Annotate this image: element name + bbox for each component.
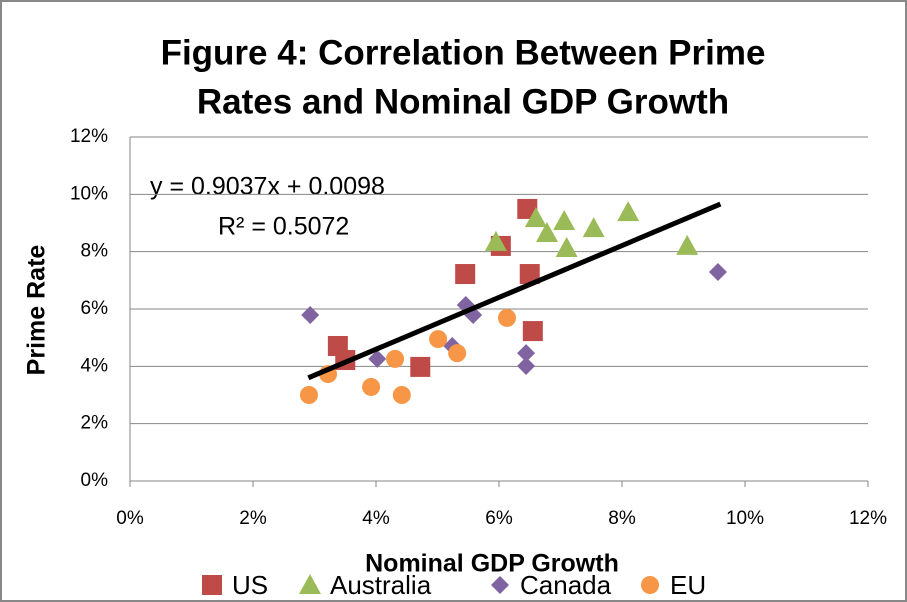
r-squared: R² = 0.5072 bbox=[218, 213, 349, 241]
point bbox=[455, 264, 476, 285]
legend-marker bbox=[641, 576, 659, 594]
point bbox=[429, 330, 448, 349]
legend-label: US bbox=[232, 570, 268, 600]
point bbox=[553, 209, 576, 230]
chart-title: Rates and Nominal GDP Growth bbox=[197, 82, 729, 121]
y-tick-label: 0% bbox=[81, 470, 109, 491]
legend-marker bbox=[491, 576, 509, 594]
x-tick-label: 6% bbox=[485, 508, 513, 529]
x-tick-label: 0% bbox=[116, 508, 144, 529]
point bbox=[484, 230, 507, 251]
point bbox=[517, 357, 536, 376]
y-tick-label: 4% bbox=[81, 355, 109, 376]
point bbox=[497, 308, 516, 327]
y-tick-label: 12% bbox=[70, 126, 108, 147]
x-axis-label: Nominal GDP Growth bbox=[365, 550, 619, 578]
y-tick-label: 2% bbox=[81, 413, 109, 434]
point bbox=[448, 344, 467, 363]
y-axis-label: Prime Rate bbox=[23, 245, 51, 376]
legend-label: Australia bbox=[330, 570, 432, 600]
legend-label: EU bbox=[670, 570, 706, 600]
point bbox=[582, 217, 605, 238]
point bbox=[676, 234, 699, 255]
legend-label: Canada bbox=[520, 570, 612, 600]
trendline bbox=[307, 201, 722, 381]
point bbox=[392, 386, 411, 404]
point bbox=[386, 349, 405, 368]
point bbox=[410, 356, 431, 377]
y-tick-label: 10% bbox=[70, 183, 108, 204]
point bbox=[522, 321, 543, 342]
point bbox=[519, 264, 540, 285]
legend-marker bbox=[299, 574, 321, 594]
point bbox=[362, 377, 381, 396]
trend-equation: y = 0.9037x + 0.0098 bbox=[150, 173, 385, 201]
point bbox=[708, 263, 727, 282]
y-tick-label: 8% bbox=[81, 241, 109, 262]
x-tick-label: 10% bbox=[726, 508, 764, 529]
x-tick-label: 4% bbox=[362, 508, 390, 529]
point bbox=[524, 207, 547, 228]
chart-title: Figure 4: Correlation Between Prime bbox=[161, 33, 766, 72]
point bbox=[301, 306, 320, 325]
point bbox=[617, 201, 640, 222]
x-tick-label: 2% bbox=[239, 508, 267, 529]
y-tick-label: 6% bbox=[81, 298, 109, 319]
point bbox=[299, 386, 318, 404]
point bbox=[535, 222, 558, 243]
legend-marker bbox=[202, 575, 222, 595]
x-tick-label: 8% bbox=[608, 508, 636, 529]
point bbox=[555, 236, 578, 257]
x-tick-label: 12% bbox=[849, 508, 887, 529]
point bbox=[368, 349, 387, 368]
point bbox=[517, 344, 536, 363]
